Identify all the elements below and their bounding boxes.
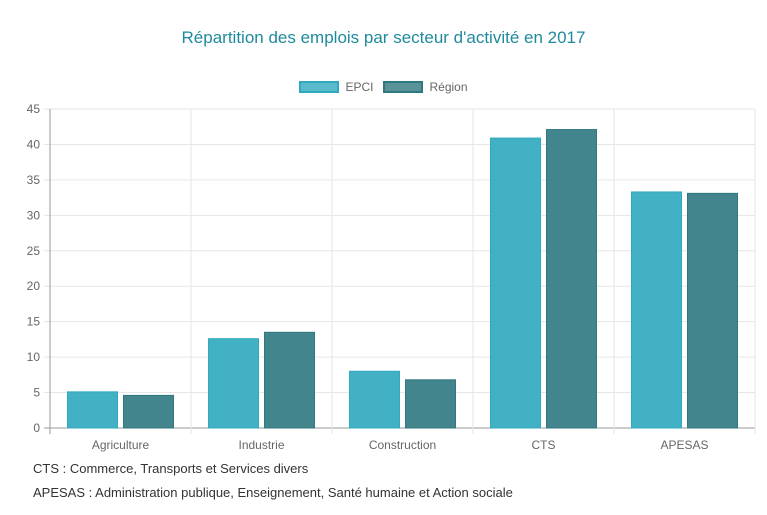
- bar-epci-apesas: [631, 191, 682, 429]
- y-tick-label: 5: [33, 386, 40, 400]
- bar-epci-industrie: [208, 338, 259, 429]
- y-tick-label: 45: [27, 102, 41, 116]
- legend-swatch-region: [383, 81, 424, 93]
- legend-label-epci: EPCI: [345, 80, 374, 94]
- y-tick-label: 25: [27, 244, 41, 258]
- y-tick-label: 15: [27, 315, 41, 329]
- bar-region-construction: [405, 379, 456, 429]
- bar-region-industrie: [264, 331, 315, 429]
- footnote-cts: CTS : Commerce, Transports et Services d…: [33, 461, 309, 476]
- bar-region-cts: [546, 129, 597, 429]
- y-tick-label: 30: [27, 208, 41, 222]
- bar-region-agriculture: [123, 394, 174, 429]
- y-tick-label: 10: [27, 350, 41, 364]
- bar-epci-agriculture: [67, 391, 118, 429]
- bar-epci-cts: [490, 137, 541, 429]
- bar-chart: 0 5 10 15 20 25 30 35 40 45 Agriculture Industrie Co…: [27, 102, 756, 452]
- bar-epci-construction: [349, 370, 400, 429]
- y-tick-label: 0: [33, 421, 40, 435]
- x-tick-label: APESAS: [660, 438, 708, 452]
- legend-item-epci[interactable]: EPCI: [299, 80, 373, 94]
- legend-label-region: Région: [429, 80, 468, 94]
- chart-legend: EPCI Région: [0, 80, 767, 94]
- x-tick-label: CTS: [532, 438, 556, 452]
- x-tick-label: Industrie: [238, 438, 284, 452]
- y-tick-label: 20: [27, 279, 41, 293]
- chart-title: Répartition des emplois par secteur d'ac…: [181, 28, 586, 47]
- bar-region-apesas: [687, 192, 738, 429]
- x-tick-label: Construction: [369, 438, 436, 452]
- y-tick-label: 35: [27, 173, 41, 187]
- legend-item-region[interactable]: Région: [383, 80, 468, 94]
- y-tick-label: 40: [27, 137, 41, 151]
- legend-swatch-epci: [299, 81, 340, 93]
- x-tick-label: Agriculture: [92, 438, 150, 452]
- footnote-apesas: APESAS : Administration publique, Enseig…: [33, 485, 513, 500]
